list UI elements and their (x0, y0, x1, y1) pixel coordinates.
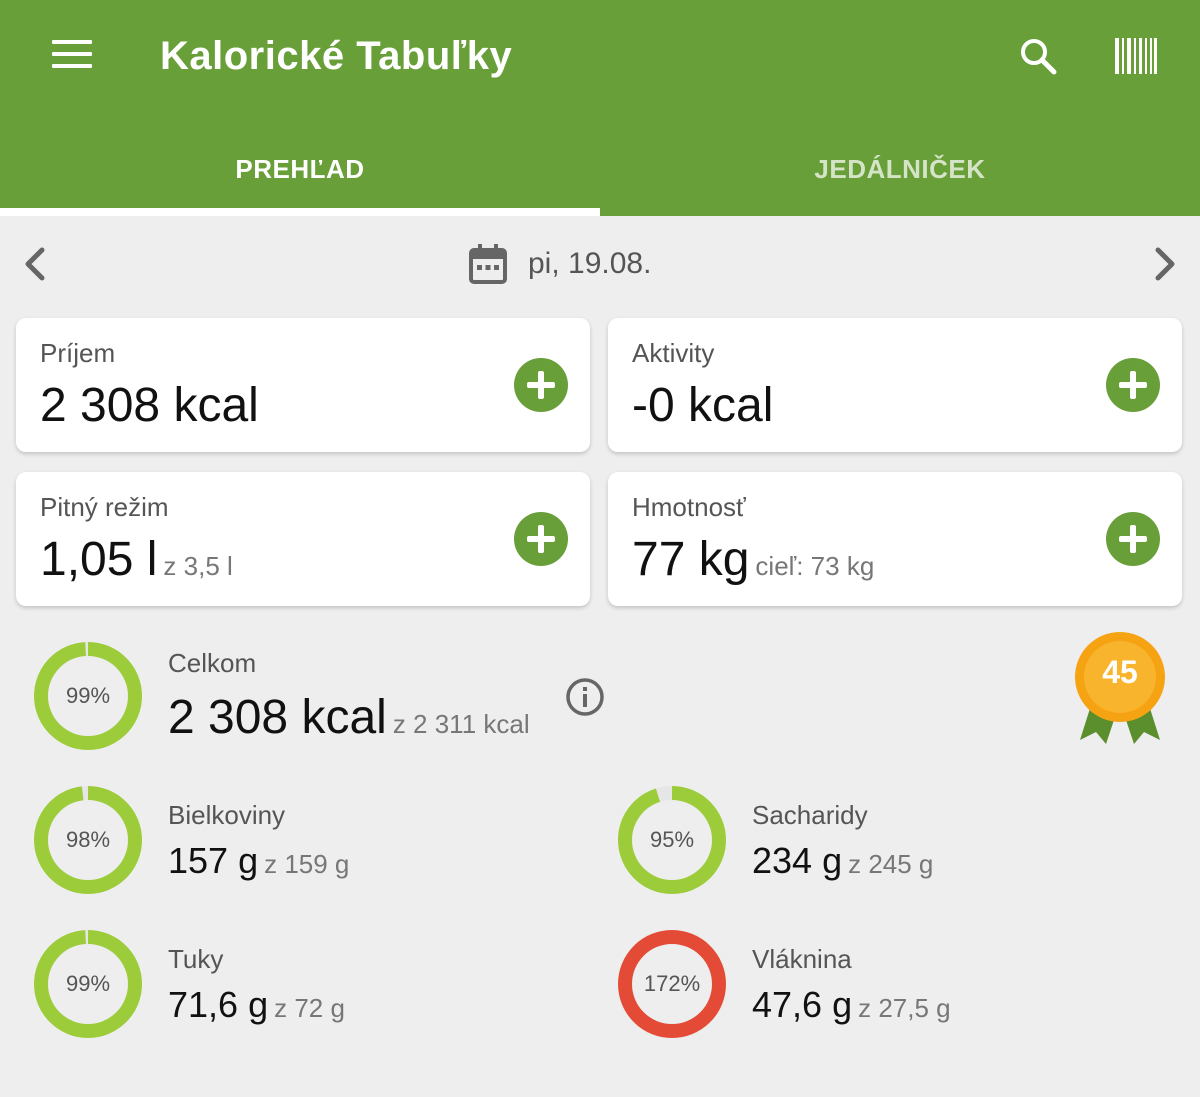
tab-bar: PREHĽAD JEDÁLNIČEK (0, 124, 1200, 216)
date-picker[interactable]: pi, 19.08. (468, 242, 651, 286)
protein-label: Bielkoviny (168, 800, 286, 830)
intake-card[interactable]: Príjem 2 308 kcal (16, 318, 590, 452)
activities-value: -0 kcal (632, 379, 774, 432)
chevron-left-icon[interactable] (16, 244, 56, 284)
menu-icon[interactable] (52, 40, 92, 70)
carbs-goal: z 245 g (848, 849, 934, 879)
carbs-percent: 95% (649, 827, 695, 852)
fat-ring[interactable]: 99% (32, 928, 144, 1040)
intake-label: Príjem (40, 338, 116, 368)
tab-indicator (0, 208, 600, 216)
water-goal: z 3,5 l (163, 551, 233, 581)
barcode-icon[interactable] (1115, 38, 1157, 74)
carbs-ring[interactable]: 95% (616, 784, 728, 896)
total-ring[interactable]: 99% (32, 640, 144, 752)
protein-goal: z 159 g (264, 849, 350, 879)
search-icon[interactable] (1018, 36, 1058, 76)
protein-percent: 98% (65, 827, 111, 852)
app-title: Kalorické Tabuľky (160, 34, 513, 78)
total-goal: z 2 311 kcal (392, 709, 530, 739)
add-intake-button[interactable] (514, 358, 568, 412)
date-navigation: pi, 19.08. (0, 230, 1200, 300)
fiber-goal: z 27,5 g (858, 993, 951, 1023)
badge-value: 45 (1102, 654, 1138, 690)
activities-label: Aktivity (632, 338, 715, 368)
add-activity-button[interactable] (1106, 358, 1160, 412)
total-label: Celkom (168, 648, 257, 678)
protein-ring[interactable]: 98% (32, 784, 144, 896)
fat-goal: z 72 g (274, 993, 345, 1023)
weight-value: 77 kg cieľ: 73 kg (632, 533, 875, 586)
date-label: pi, 19.08. (528, 247, 652, 280)
tab-jedalnicek[interactable]: JEDÁLNIČEK (814, 154, 986, 184)
calendar-icon (469, 244, 507, 284)
app-bar: Kalorické Tabuľky PREHĽAD JEDÁLNIČEK (0, 0, 1200, 216)
water-label: Pitný režim (40, 492, 169, 522)
add-weight-button[interactable] (1106, 512, 1160, 566)
weight-card[interactable]: Hmotnosť 77 kg cieľ: 73 kg (608, 472, 1182, 606)
activities-card[interactable]: Aktivity -0 kcal (608, 318, 1182, 452)
carbs-label: Sacharidy (752, 800, 868, 830)
fiber-label: Vláknina (752, 944, 852, 974)
total-value: 2 308 kcal z 2 311 kcal (168, 691, 530, 744)
fat-percent: 99% (65, 971, 111, 996)
add-water-button[interactable] (514, 512, 568, 566)
tab-prehlad[interactable]: PREHĽAD (235, 154, 365, 184)
fat-label: Tuky (168, 944, 224, 974)
total-percent: 99% (65, 683, 111, 708)
weight-label: Hmotnosť (632, 492, 746, 522)
fiber-ring[interactable]: 172% (616, 928, 728, 1040)
weight-goal: cieľ: 73 kg (755, 551, 875, 581)
info-icon[interactable] (565, 677, 605, 717)
intake-value: 2 308 kcal (40, 379, 259, 432)
fiber-percent: 172% (643, 971, 701, 996)
award-badge-icon[interactable]: 45 (1074, 632, 1166, 746)
chevron-right-icon[interactable] (1144, 244, 1184, 284)
